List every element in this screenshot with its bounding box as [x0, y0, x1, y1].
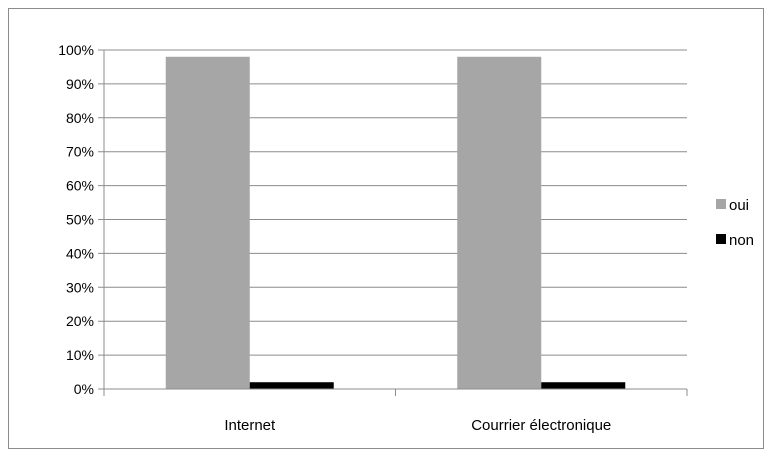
legend-swatch-non [716, 234, 726, 244]
x-category-label: Internet [224, 417, 276, 434]
bar-oui [457, 56, 542, 389]
bar-oui [165, 56, 250, 389]
legend-label-non: non [729, 232, 754, 249]
legend-swatch-oui [716, 199, 726, 209]
y-tick-label: 10% [66, 347, 94, 363]
legend: oui non [716, 197, 754, 249]
y-tick-label: 90% [66, 76, 94, 92]
x-category-label: Courrier électronique [471, 417, 611, 434]
legend-label-oui: oui [729, 197, 749, 214]
y-tick-label: 100% [58, 42, 94, 58]
x-category-labels: Internet Courrier électronique [224, 417, 611, 434]
axes [103, 50, 688, 396]
bars [165, 56, 626, 389]
y-tick-label: 50% [66, 212, 94, 228]
y-tick-label: 60% [66, 178, 94, 194]
y-tick-labels: 0% 10% 20% 30% 40% 50% 60% 70% 80% 90% 100% [58, 42, 94, 397]
y-tick-label: 40% [66, 245, 94, 261]
y-tick-label: 0% [74, 381, 94, 397]
bar-non [249, 382, 334, 389]
chart-frame [8, 8, 764, 449]
bar-non [541, 382, 626, 389]
y-tick-label: 30% [66, 279, 94, 295]
y-tick-label: 70% [66, 144, 94, 160]
y-tick-label: 20% [66, 313, 94, 329]
y-tick-label: 80% [66, 110, 94, 126]
